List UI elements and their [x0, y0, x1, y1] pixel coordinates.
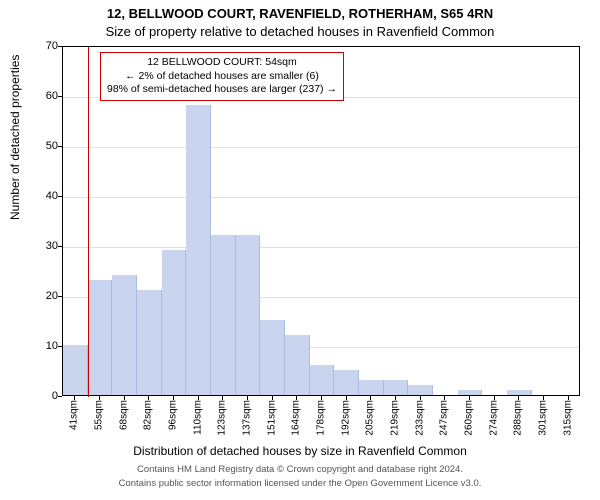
histogram-bar	[63, 345, 88, 395]
histogram-bar	[384, 380, 409, 395]
ytick-label: 0	[28, 390, 58, 402]
xtick-label: 137sqm	[242, 400, 253, 436]
xtick-mark	[99, 396, 100, 400]
histogram-bar	[211, 235, 236, 395]
histogram-bar	[260, 320, 285, 395]
xtick-label: 192sqm	[340, 400, 351, 436]
xtick-mark	[272, 396, 273, 400]
xtick-label: 301sqm	[538, 400, 549, 436]
annotation-line1: 12 BELLWOOD COURT: 54sqm	[107, 56, 337, 70]
chart-title-line1: 12, BELLWOOD COURT, RAVENFIELD, ROTHERHA…	[0, 6, 600, 21]
x-axis-label: Distribution of detached houses by size …	[0, 444, 600, 458]
ytick-label: 70	[28, 40, 58, 52]
xtick-label: 178sqm	[316, 400, 327, 436]
ytick-mark	[58, 396, 62, 397]
histogram-bar	[334, 370, 359, 395]
xtick-mark	[568, 396, 569, 400]
chart-container: 12, BELLWOOD COURT, RAVENFIELD, ROTHERHA…	[0, 0, 600, 500]
xtick-label: 247sqm	[439, 400, 450, 436]
histogram-bar	[186, 105, 211, 395]
xtick-mark	[198, 396, 199, 400]
xtick-mark	[370, 396, 371, 400]
y-axis-label: Number of detached properties	[8, 55, 22, 220]
chart-title-line2: Size of property relative to detached ho…	[0, 24, 600, 39]
xtick-label: 55sqm	[94, 400, 105, 430]
xtick-label: 96sqm	[168, 400, 179, 430]
histogram-bar	[162, 250, 187, 395]
histogram-bar	[458, 390, 483, 395]
histogram-bar	[310, 365, 335, 395]
ytick-mark	[58, 346, 62, 347]
histogram-bar	[285, 335, 310, 395]
footer-line2: Contains public sector information licen…	[0, 478, 600, 489]
xtick-label: 41sqm	[69, 400, 80, 430]
histogram-bar	[408, 385, 433, 395]
xtick-mark	[346, 396, 347, 400]
xtick-label: 205sqm	[365, 400, 376, 436]
histogram-bar	[507, 390, 532, 395]
footer-line1: Contains HM Land Registry data © Crown c…	[0, 464, 600, 475]
xtick-mark	[296, 396, 297, 400]
xtick-label: 82sqm	[143, 400, 154, 430]
ytick-label: 40	[28, 190, 58, 202]
xtick-mark	[543, 396, 544, 400]
ytick-label: 50	[28, 140, 58, 152]
xtick-mark	[444, 396, 445, 400]
ytick-mark	[58, 146, 62, 147]
xtick-label: 219sqm	[390, 400, 401, 436]
histogram-bar	[359, 380, 384, 395]
xtick-label: 68sqm	[118, 400, 129, 430]
xtick-mark	[247, 396, 248, 400]
grid-line	[63, 247, 579, 248]
xtick-mark	[395, 396, 396, 400]
xtick-label: 233sqm	[414, 400, 425, 436]
xtick-label: 260sqm	[464, 400, 475, 436]
xtick-label: 274sqm	[488, 400, 499, 436]
annotation-line2: ← 2% of detached houses are smaller (6)	[107, 70, 337, 84]
ytick-label: 30	[28, 240, 58, 252]
ytick-mark	[58, 246, 62, 247]
ytick-mark	[58, 46, 62, 47]
xtick-label: 123sqm	[217, 400, 228, 436]
xtick-label: 164sqm	[291, 400, 302, 436]
histogram-bar	[236, 235, 261, 395]
xtick-mark	[124, 396, 125, 400]
xtick-label: 110sqm	[192, 400, 203, 435]
ytick-mark	[58, 196, 62, 197]
xtick-mark	[420, 396, 421, 400]
xtick-label: 151sqm	[266, 400, 277, 436]
xtick-mark	[148, 396, 149, 400]
grid-line	[63, 197, 579, 198]
marker-line	[88, 47, 89, 397]
histogram-bar	[137, 290, 162, 395]
xtick-mark	[518, 396, 519, 400]
xtick-mark	[74, 396, 75, 400]
ytick-label: 60	[28, 90, 58, 102]
ytick-label: 10	[28, 340, 58, 352]
xtick-mark	[469, 396, 470, 400]
annotation-line3: 98% of semi-detached houses are larger (…	[107, 83, 337, 97]
histogram-bar	[112, 275, 137, 395]
xtick-label: 288sqm	[513, 400, 524, 436]
xtick-label: 315sqm	[562, 400, 573, 436]
xtick-mark	[494, 396, 495, 400]
annotation-box: 12 BELLWOOD COURT: 54sqm ← 2% of detache…	[100, 52, 344, 101]
grid-line	[63, 147, 579, 148]
ytick-mark	[58, 296, 62, 297]
xtick-mark	[321, 396, 322, 400]
xtick-mark	[222, 396, 223, 400]
histogram-bar	[88, 280, 113, 395]
ytick-label: 20	[28, 290, 58, 302]
ytick-mark	[58, 96, 62, 97]
xtick-mark	[173, 396, 174, 400]
